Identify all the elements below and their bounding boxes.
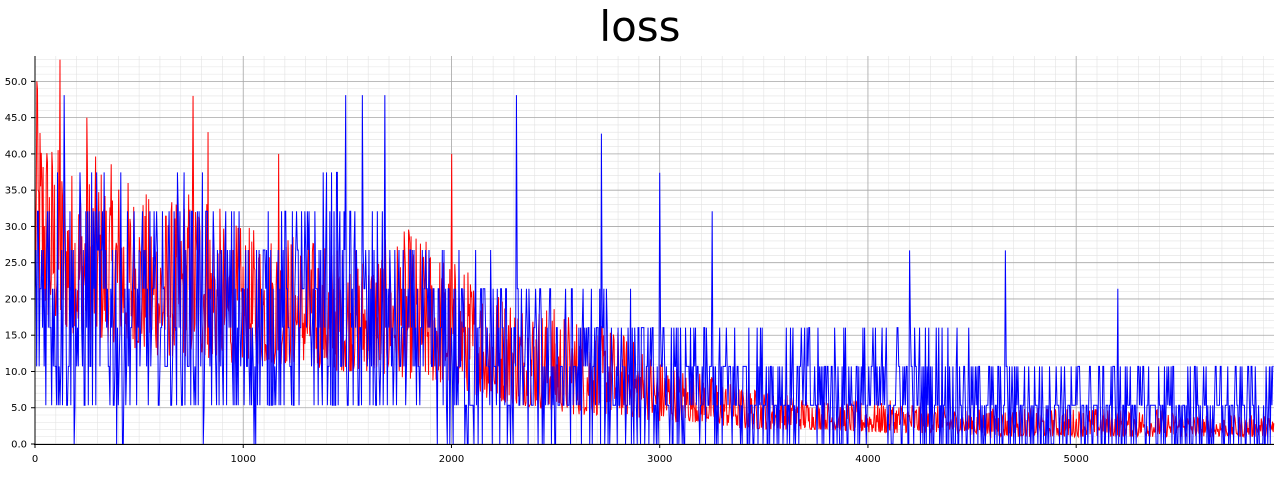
y-tick-label: 50.0 [5, 77, 27, 88]
x-tick-label: 2000 [439, 454, 464, 465]
axes [31, 56, 1274, 448]
x-tick-label: 3000 [647, 454, 672, 465]
y-tick-label: 35.0 [5, 186, 27, 197]
y-tick-label: 25.0 [5, 258, 27, 269]
y-tick-label: 15.0 [5, 331, 27, 342]
x-tick-label: 5000 [1063, 454, 1088, 465]
tick-labels: 0 1000 2000 3000 4000 5000 0.0 5.0 10.0 15.0 20.0 2… [5, 77, 1089, 465]
x-tick-label: 4000 [855, 454, 880, 465]
x-tick-label: 1000 [231, 454, 256, 465]
series-layer [34, 59, 1275, 445]
y-tick-label: 0.0 [11, 440, 27, 451]
y-tick-label: 40.0 [5, 149, 27, 160]
series-line-blue [34, 95, 1274, 445]
x-tick-label: 0 [32, 454, 38, 465]
y-tick-label: 30.0 [5, 222, 27, 233]
y-tick-label: 10.0 [5, 367, 27, 378]
y-tick-label: 5.0 [11, 403, 27, 414]
chart-title: loss [599, 2, 681, 51]
y-tick-label: 45.0 [5, 113, 27, 124]
y-tick-label: 20.0 [5, 294, 27, 305]
